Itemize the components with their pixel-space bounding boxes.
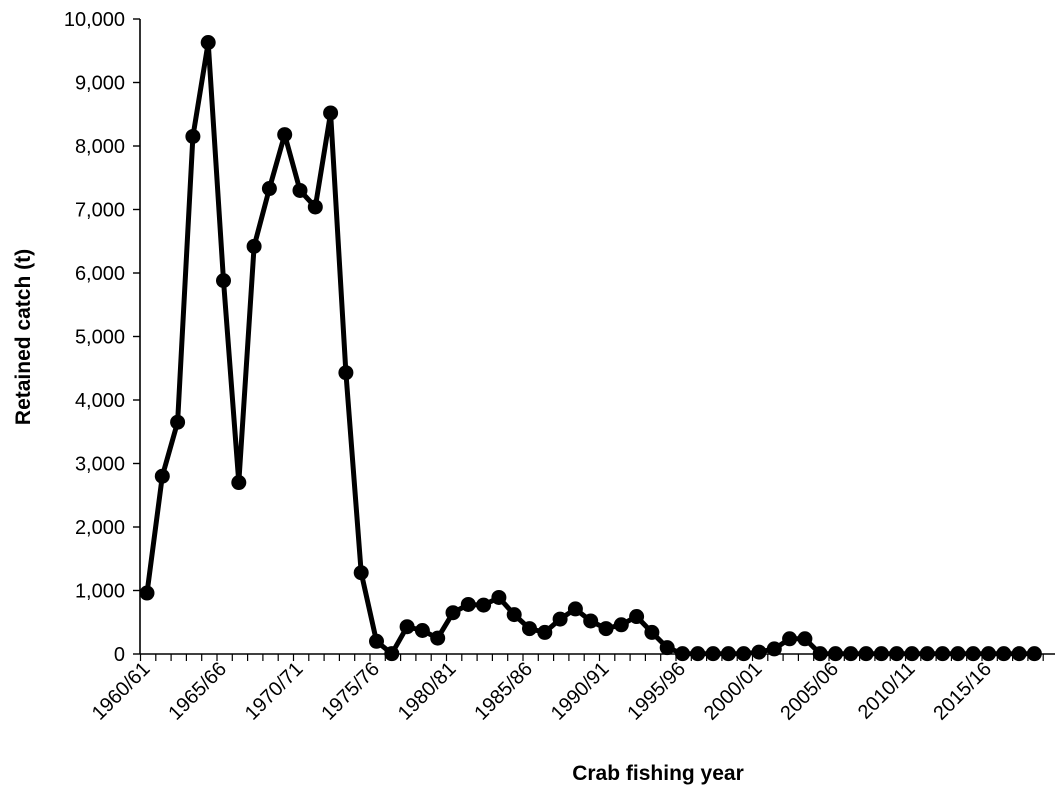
data-point [659,640,675,656]
data-point [552,611,568,627]
data-point [1011,646,1027,662]
data-point [384,646,400,662]
data-point [399,619,415,635]
y-tick-label: 2,000 [75,517,125,539]
x-axis-title: Crab fishing year [572,762,744,785]
data-point [996,646,1012,662]
x-tick-label: 2000/01 [700,658,767,725]
x-tick-label: 1975/76 [317,658,384,725]
data-point [720,646,736,662]
data-point [919,646,935,662]
data-point [675,646,690,662]
data-point [338,365,354,381]
data-point [629,609,645,625]
data-point [231,475,247,491]
data-point [766,641,782,657]
data-point [935,646,951,662]
data-point [506,607,522,623]
data-point [522,621,537,637]
data-point [476,597,492,613]
y-tick-label: 9,000 [75,73,125,95]
data-point [154,468,170,484]
x-tick-label: 1960/61 [88,658,155,725]
x-tick-label: 1990/91 [547,658,614,725]
y-tick-label: 8,000 [75,136,125,158]
data-point [277,127,293,143]
data-point [170,414,186,430]
x-tick-label: 2015/16 [929,658,996,725]
data-point [414,623,430,639]
data-point [430,630,446,646]
data-point [567,601,583,617]
y-tick-label: 4,000 [75,390,125,412]
x-tick-label: 1980/81 [394,658,461,725]
data-point [797,631,813,647]
data-point [751,644,767,660]
data-point [889,646,905,662]
data-point [950,646,966,662]
data-point [843,646,859,662]
data-point [583,613,599,629]
data-point [139,585,155,601]
x-tick-label: 2005/06 [776,658,843,725]
data-point [261,181,277,197]
data-point [307,199,323,215]
data-point [216,273,231,289]
data-point [369,633,384,649]
y-tick-label: 3,000 [75,454,125,476]
data-point [965,646,981,662]
catch-series [139,34,1042,662]
y-axis-title: Retained catch (t) [12,249,35,425]
data-point [445,605,461,621]
data-point [981,646,996,662]
data-point [537,624,553,640]
data-point [491,589,507,605]
x-tick-label: 1985/86 [470,658,537,725]
y-tick-label: 0 [114,644,125,666]
data-point [200,34,216,50]
y-tick-label: 5,000 [75,327,125,349]
data-point [353,565,369,581]
data-point [873,646,889,662]
data-point [690,646,706,662]
data-point [705,646,721,662]
y-tick-label: 10,000 [64,9,125,31]
data-point [598,621,614,637]
data-point [812,646,828,662]
data-point [828,646,843,662]
x-tick-label: 1965/66 [164,658,231,725]
data-point [1026,646,1042,662]
data-point [613,617,629,633]
data-point [782,631,798,647]
data-point [904,646,920,662]
data-point [736,646,752,662]
data-point [292,182,308,198]
axes [139,19,1055,655]
y-tick-label: 6,000 [75,263,125,285]
data-point [858,646,874,662]
data-point [460,596,476,612]
data-point [185,128,201,144]
data-point [323,105,339,121]
tick-marks [133,18,1044,661]
y-tick-label: 7,000 [75,200,125,222]
data-point [246,238,262,254]
data-point [644,624,660,640]
y-tick-label: 1,000 [75,581,125,603]
x-tick-labels: 1960/61 1965/66 1970/71 1975/76 1980/81 1985/… [88,658,996,725]
y-tick-labels: 0 1,000 2,000 3,000 4,000 5,000 6,000 7,000 8,00… [64,9,125,666]
x-tick-label: 1970/71 [241,658,308,725]
x-tick-label: 1995/96 [623,658,690,725]
x-tick-label: 2010/11 [854,658,920,724]
